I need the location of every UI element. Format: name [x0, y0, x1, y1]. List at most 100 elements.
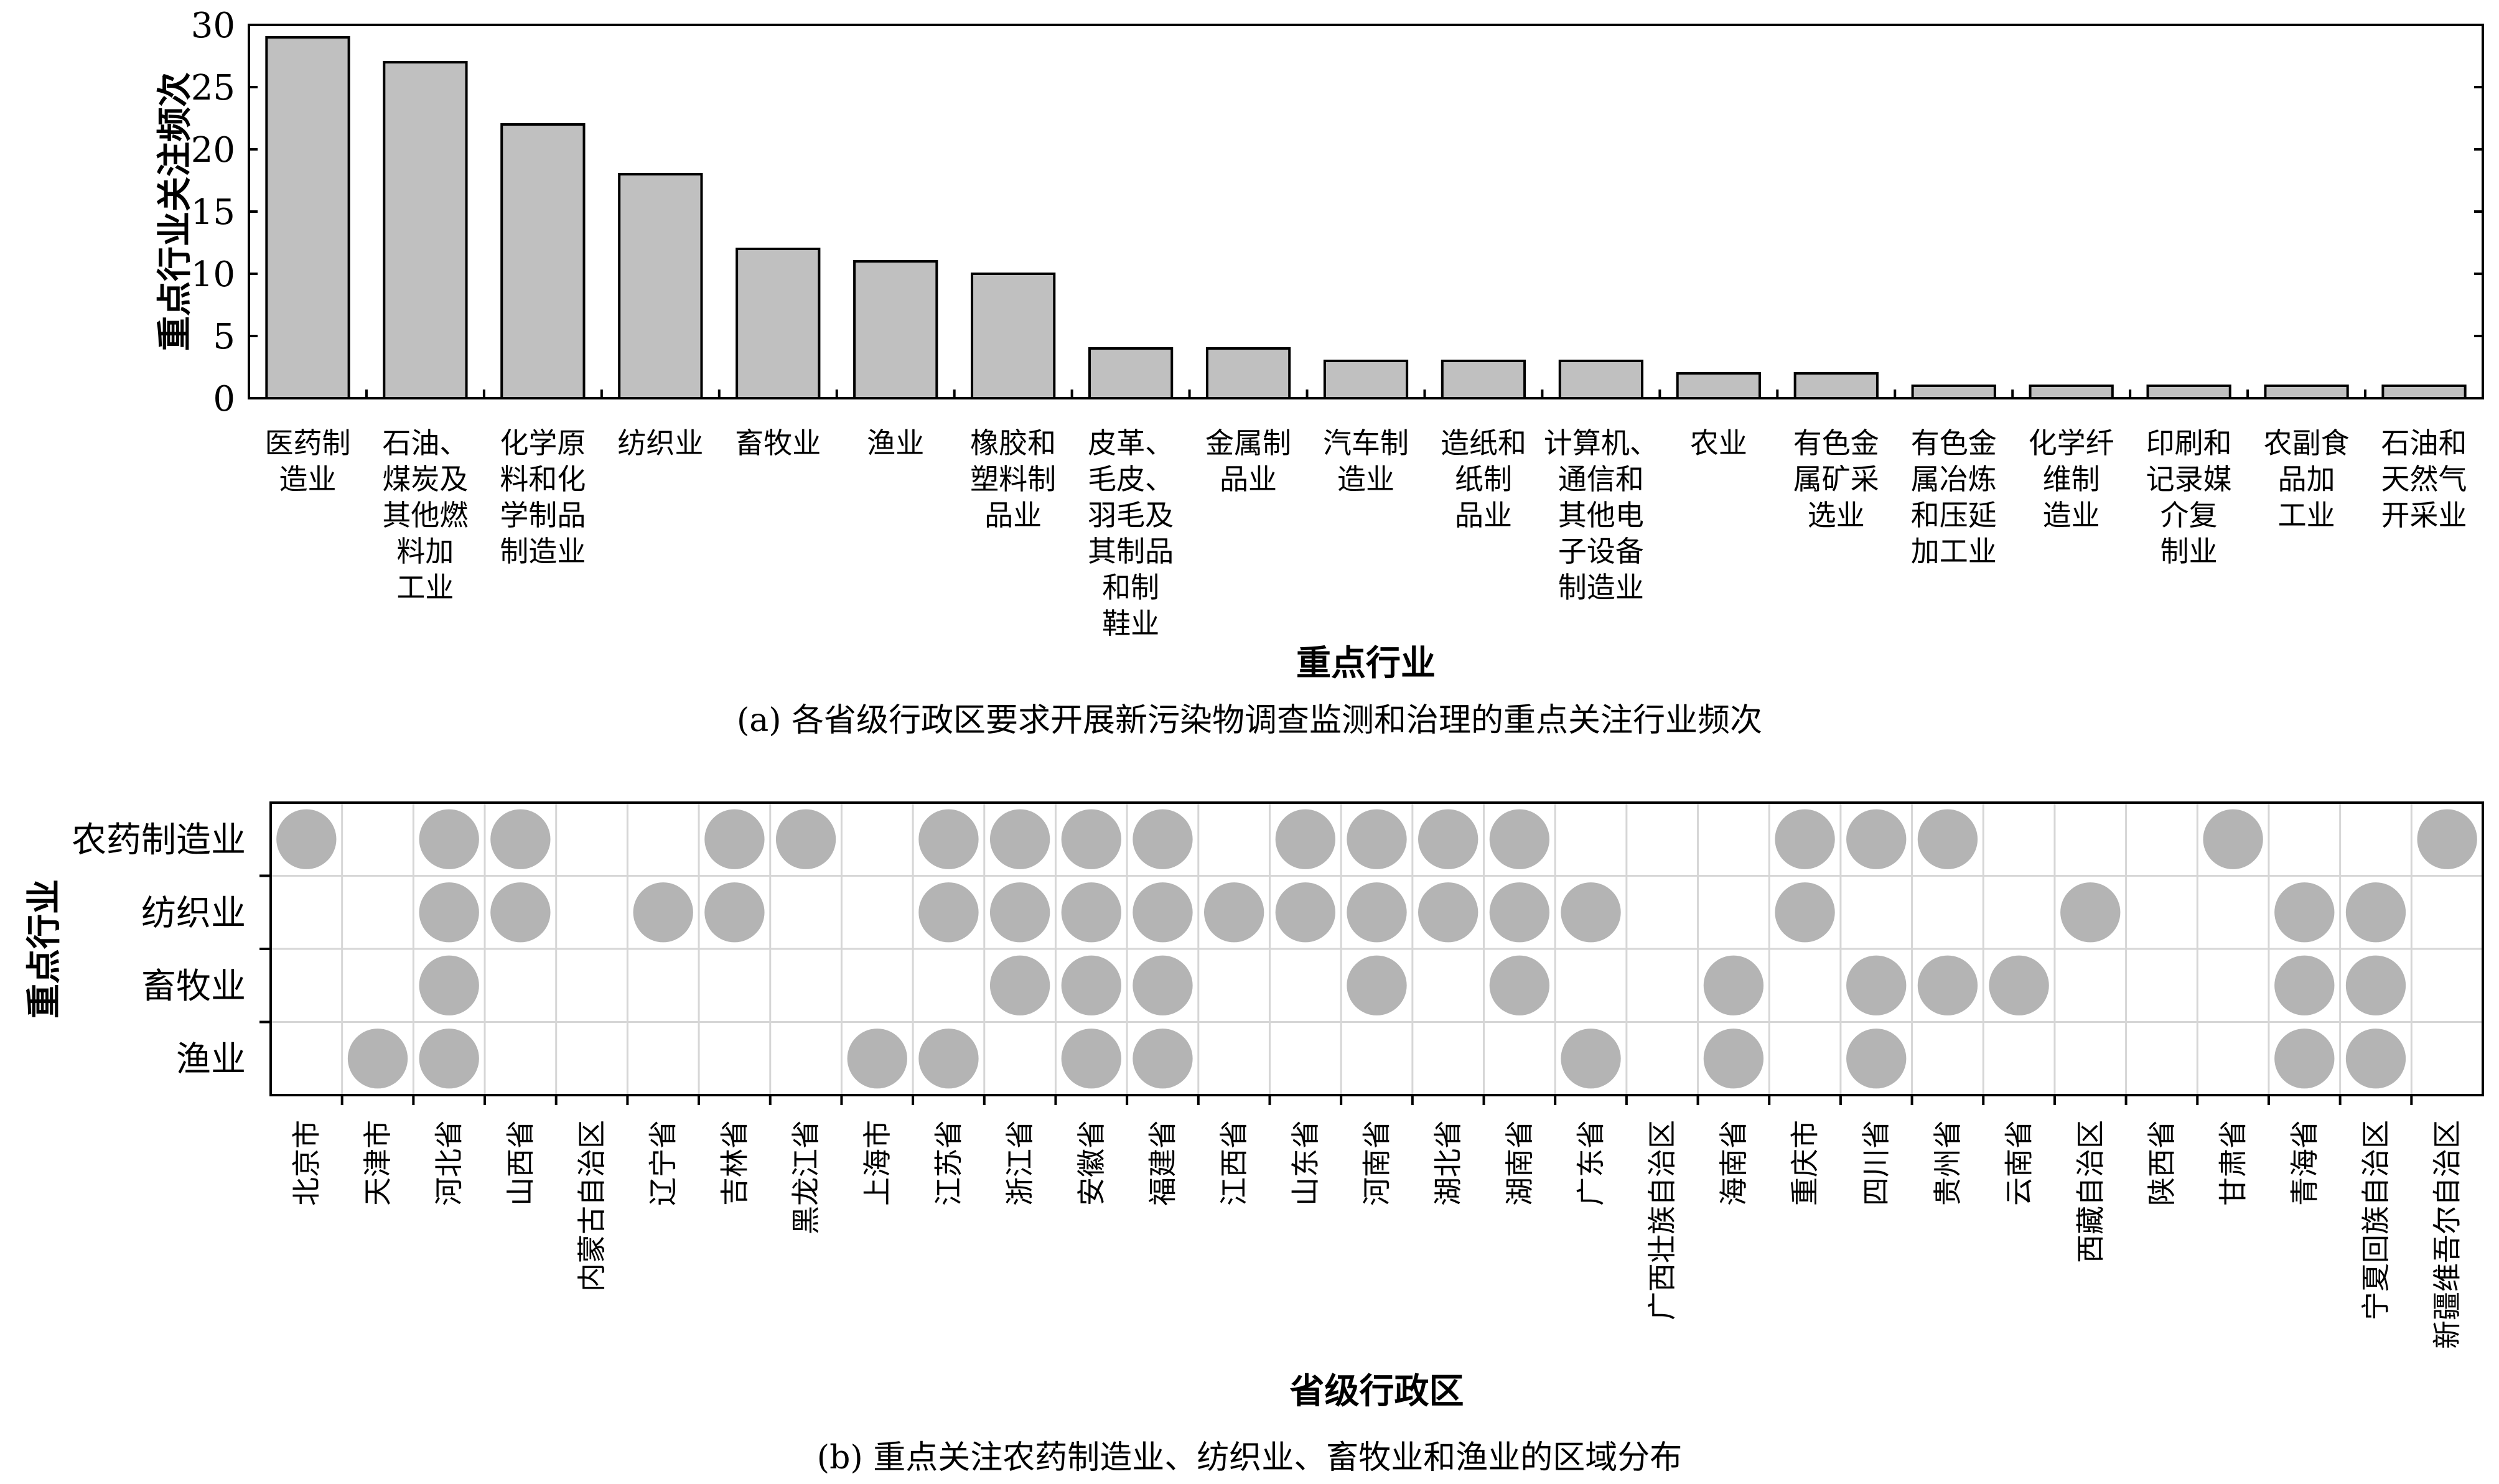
dot-point — [1489, 809, 1550, 869]
dot-point — [419, 809, 479, 869]
dot-point — [1061, 809, 1121, 869]
x-tick-label-line: 羽毛及 — [1088, 498, 1174, 532]
x-tick-label-line: 化学原 — [500, 426, 586, 460]
x-tick-label: 江苏省 — [932, 1120, 965, 1206]
x-tick-label-line: 畜牧业 — [735, 426, 821, 460]
dot-point — [989, 809, 1050, 869]
y-tick-label: 0 — [213, 379, 235, 419]
bar-7 — [971, 273, 1056, 399]
dot-point — [918, 809, 979, 869]
x-tick-label-line: 品加 — [2278, 462, 2335, 496]
x-tick-label: 辽宁省 — [647, 1120, 680, 1206]
dot-point — [1133, 809, 1193, 869]
y-tick-label: 15 — [191, 192, 235, 233]
x-tick-label-line: 皮革、 — [1088, 426, 1174, 460]
bar-13 — [1676, 372, 1761, 399]
y-tick-label: 5 — [213, 317, 235, 357]
x-tick-label-line: 工业 — [2278, 498, 2335, 532]
bar-3 — [500, 123, 586, 399]
y-tick-label: 25 — [191, 68, 235, 108]
dot-point — [1133, 1029, 1193, 1089]
dot-point — [419, 882, 479, 943]
x-tick-label: 重庆市 — [1788, 1120, 1822, 1206]
dot-point — [1061, 882, 1121, 943]
dot-point — [989, 955, 1050, 1015]
dot-point — [1275, 882, 1335, 943]
x-tick-label-line: 农业 — [1690, 426, 1747, 460]
dot-point — [419, 1029, 479, 1089]
x-tick-label: 新疆维吾尔自治区 — [2431, 1120, 2464, 1349]
x-tick-label: 内蒙古自治区 — [575, 1120, 609, 1292]
x-tick-label-line: 有色金 — [1911, 426, 1997, 460]
x-tick-label: 安徽省 — [1075, 1120, 1108, 1206]
x-tick-label: 畜牧业 — [735, 426, 821, 460]
chart-a-x-axis-title: 重点行业 — [1296, 643, 1436, 684]
bar-12 — [1558, 360, 1644, 399]
x-tick-label: 黑龙江省 — [789, 1120, 823, 1234]
x-tick-label-line: 制造业 — [500, 534, 586, 568]
x-tick-label-line: 纺织业 — [617, 426, 703, 460]
dot-point — [1133, 882, 1193, 943]
x-tick-label: 有色金属冶炼和压延加工业 — [1911, 426, 1997, 568]
x-tick-label-line: 化学纤 — [2029, 426, 2114, 460]
x-tick-label: 上海市 — [861, 1120, 894, 1206]
dot-point — [2345, 1029, 2406, 1089]
x-tick-label-line: 属冶炼 — [1911, 462, 1997, 496]
x-tick-label-line: 塑料制 — [970, 462, 1056, 496]
x-tick-label: 河北省 — [432, 1120, 466, 1206]
y-tick-label: 20 — [191, 130, 235, 170]
x-tick-label: 皮革、毛皮、羽毛及其制品和制鞋业 — [1088, 426, 1174, 640]
x-tick-label-line: 煤炭及 — [382, 462, 468, 496]
x-tick-label-line: 金属制 — [1205, 426, 1291, 460]
x-tick-label: 云南省 — [2002, 1120, 2036, 1206]
bar-4 — [618, 173, 703, 399]
chart-b-x-axis: 北京市 天津市 河北省 山西省 内蒙古自治区 辽宁省 吉林省 黑龙江省 上海市 江苏省 浙江省 安徽省… — [289, 1095, 2464, 1349]
x-tick-label-line: 和压延 — [1911, 498, 1997, 532]
x-tick-label: 有色金属矿采选业 — [1793, 426, 1879, 532]
x-tick-label: 橡胶和塑料制品业 — [970, 426, 1056, 532]
dot-point — [1347, 955, 1407, 1015]
x-tick-label: 湖南省 — [1503, 1120, 1536, 1206]
x-tick-label-line: 其制品 — [1088, 534, 1174, 568]
dot-point — [1846, 809, 1907, 869]
x-tick-label: 广东省 — [1574, 1120, 1608, 1206]
dot-point — [1846, 1029, 1907, 1089]
x-tick-label: 西藏自治区 — [2073, 1120, 2107, 1263]
x-tick-label-line: 学制品 — [500, 498, 586, 532]
chart-b-caption: (b) 重点关注农药制造业、纺织业、畜牧业和渔业的区域分布 — [816, 1439, 1683, 1477]
x-tick-label: 纺织业 — [617, 426, 703, 460]
y-tick-label: 30 — [191, 6, 235, 46]
dot-point — [1418, 809, 1478, 869]
bar-10 — [1323, 360, 1409, 399]
x-tick-label-line: 计算机、 — [1544, 426, 1658, 460]
x-tick-label-line: 其他电 — [1558, 498, 1644, 532]
dot-point — [1561, 882, 1621, 943]
x-tick-label: 石油和天然气开采业 — [2381, 426, 2467, 532]
x-tick-label-line: 汽车制 — [1323, 426, 1409, 460]
x-tick-label: 河南省 — [1360, 1120, 1394, 1206]
x-tick-label: 四川省 — [1859, 1120, 1893, 1206]
x-tick-label-line: 属矿采 — [1793, 462, 1879, 496]
dot-point — [2274, 955, 2335, 1015]
chart-b-grid — [271, 803, 2483, 1095]
x-tick-label: 渔业 — [867, 426, 924, 460]
chart-b-y-axis-title: 重点行业 — [24, 879, 65, 1019]
x-tick-label: 吉林省 — [717, 1120, 751, 1206]
bar-15 — [1911, 385, 1996, 399]
dot-point — [1347, 809, 1407, 869]
bar-6 — [853, 260, 938, 399]
dot-point — [2060, 882, 2121, 943]
x-tick-label-line: 印刷和 — [2146, 426, 2232, 460]
x-tick-label-line: 开采业 — [2381, 498, 2467, 532]
dot-point — [847, 1029, 907, 1089]
x-tick-label: 甘肃省 — [2216, 1120, 2250, 1206]
x-tick-label-line: 纸制 — [1455, 462, 1512, 496]
x-tick-label-line: 石油、 — [382, 426, 468, 460]
x-tick-label-line: 介复 — [2160, 498, 2218, 532]
x-tick-label-line: 料和化 — [500, 462, 586, 496]
dot-point — [2345, 882, 2406, 943]
x-tick-label-line: 橡胶和 — [970, 426, 1056, 460]
x-tick-label-line: 加工业 — [1911, 534, 1997, 568]
x-tick-label: 农业 — [1690, 426, 1747, 460]
